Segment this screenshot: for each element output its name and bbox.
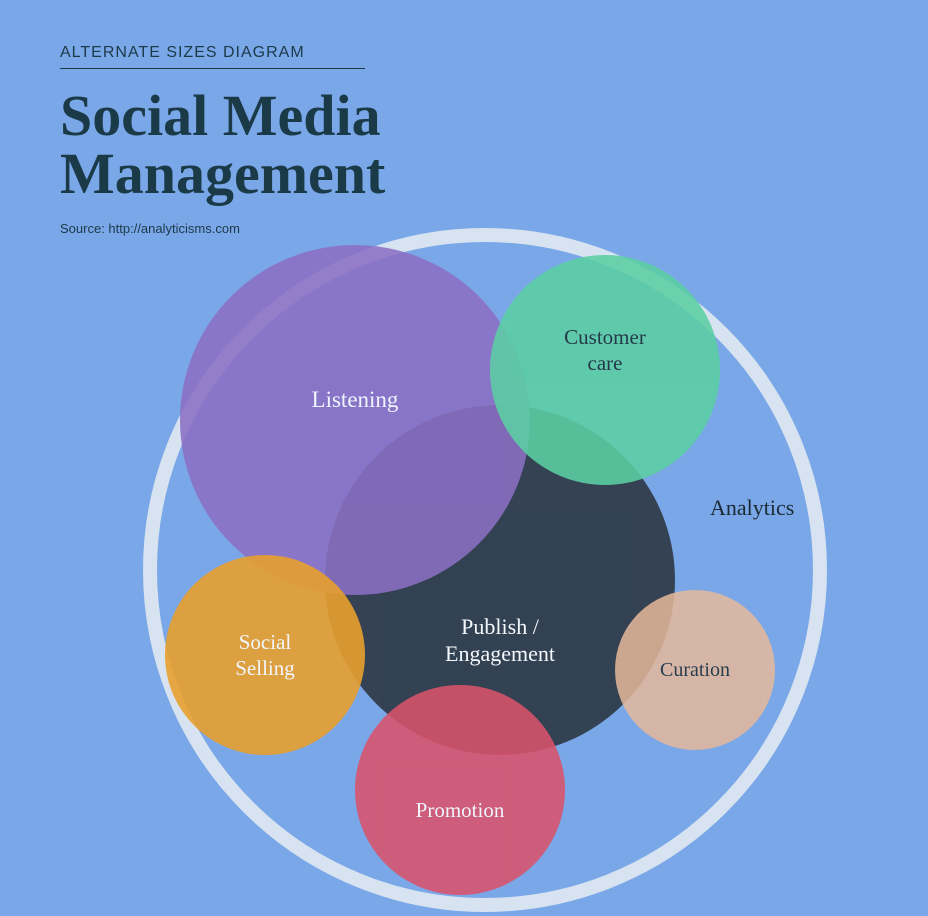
bubble-label-promotion: Promotion — [416, 797, 505, 823]
page-title: Social Media Management — [60, 87, 385, 203]
subtitle: ALTERNATE SIZES DIAGRAM — [60, 44, 365, 69]
bubble-label-curation: Curation — [660, 658, 730, 683]
bubble-label-publish: Publish / Engagement — [445, 613, 555, 668]
bubble-listening: Listening — [180, 245, 530, 595]
bubble-label-customer-care: Customer care — [564, 324, 646, 377]
bubble-label-listening: Listening — [312, 386, 399, 415]
bubble-customer-care: Customer care — [490, 255, 720, 485]
analytics-label: Analytics — [710, 495, 794, 521]
bubble-label-social-selling: Social Selling — [235, 629, 295, 682]
title-line-2: Management — [60, 145, 385, 203]
bubble-promotion: Promotion — [355, 685, 565, 895]
bubble-social-selling: Social Selling — [165, 555, 365, 755]
title-line-1: Social Media — [60, 87, 385, 145]
source-text: Source: http://analyticisms.com — [60, 221, 385, 236]
bubble-curation: Curation — [615, 590, 775, 750]
header: ALTERNATE SIZES DIAGRAM Social Media Man… — [60, 44, 385, 236]
canvas: ALTERNATE SIZES DIAGRAM Social Media Man… — [0, 0, 928, 916]
